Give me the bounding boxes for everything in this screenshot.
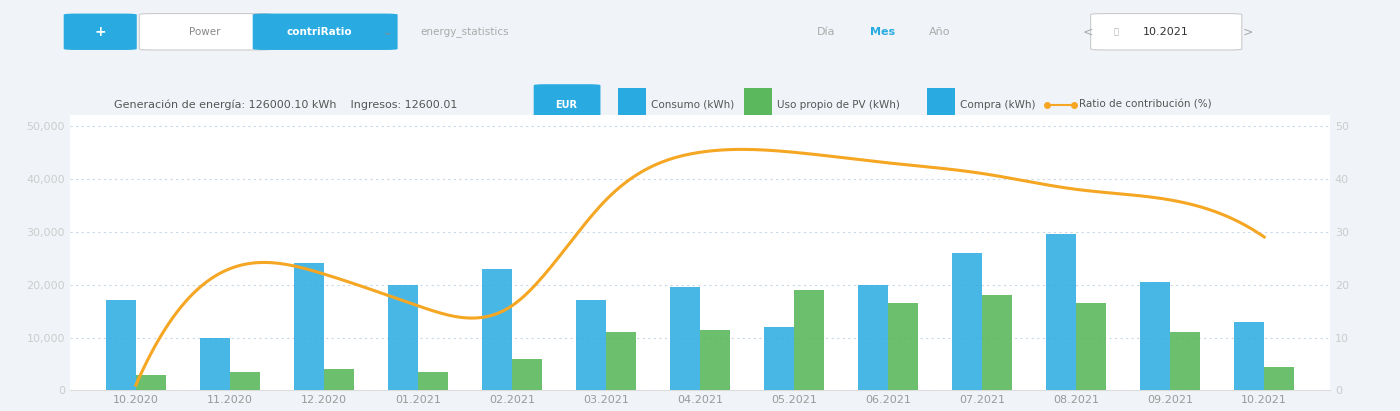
Text: Uso propio de PV (kWh): Uso propio de PV (kWh) (777, 99, 900, 110)
Text: EUR: EUR (556, 99, 577, 110)
Bar (575, 300, 606, 390)
FancyBboxPatch shape (927, 88, 955, 120)
Text: Consumo (kWh): Consumo (kWh) (651, 99, 734, 110)
Text: >: > (1243, 25, 1253, 38)
Bar (981, 295, 1012, 390)
Text: ⌄: ⌄ (382, 27, 392, 37)
Bar (106, 300, 136, 390)
Bar (888, 303, 918, 390)
Bar (952, 253, 981, 390)
Bar (230, 372, 260, 390)
Bar (1077, 303, 1106, 390)
Text: Compra (kWh): Compra (kWh) (959, 99, 1035, 110)
Bar (764, 327, 794, 390)
Text: 10.2021: 10.2021 (1144, 27, 1189, 37)
Bar (1046, 234, 1077, 390)
Bar (858, 284, 888, 390)
Text: Generación de energía: 126000.10 kWh    Ingresos: 12600.01: Generación de energía: 126000.10 kWh Ing… (113, 99, 458, 110)
Bar (1233, 322, 1264, 390)
Text: +: + (94, 25, 106, 39)
FancyBboxPatch shape (1091, 14, 1242, 50)
Bar (200, 337, 230, 390)
FancyBboxPatch shape (140, 14, 272, 50)
Bar (606, 332, 636, 390)
Bar (294, 263, 323, 390)
Bar (794, 290, 825, 390)
Bar (1264, 367, 1294, 390)
FancyBboxPatch shape (533, 84, 601, 125)
Text: 📅: 📅 (1113, 27, 1119, 36)
Bar (512, 359, 542, 390)
Bar (482, 269, 512, 390)
Text: Ratio de contribución (%): Ratio de contribución (%) (1079, 99, 1212, 110)
Bar (323, 369, 354, 390)
Bar (700, 330, 729, 390)
Bar (419, 372, 448, 390)
FancyBboxPatch shape (252, 14, 398, 50)
Text: Día: Día (816, 27, 836, 37)
FancyBboxPatch shape (619, 88, 645, 120)
Bar (136, 374, 167, 390)
Text: Mes: Mes (871, 27, 895, 37)
FancyBboxPatch shape (64, 14, 137, 50)
Bar (388, 284, 419, 390)
Bar (1140, 282, 1170, 390)
Text: %: % (1292, 123, 1302, 133)
Text: energy_statistics: energy_statistics (420, 26, 510, 37)
Text: <: < (1082, 25, 1093, 38)
Text: kWh: kWh (113, 123, 137, 133)
Text: Año: Año (928, 27, 951, 37)
Bar (671, 287, 700, 390)
Text: Power: Power (189, 27, 221, 37)
Text: contriRatio: contriRatio (287, 27, 353, 37)
Bar (1170, 332, 1200, 390)
FancyBboxPatch shape (745, 88, 771, 120)
